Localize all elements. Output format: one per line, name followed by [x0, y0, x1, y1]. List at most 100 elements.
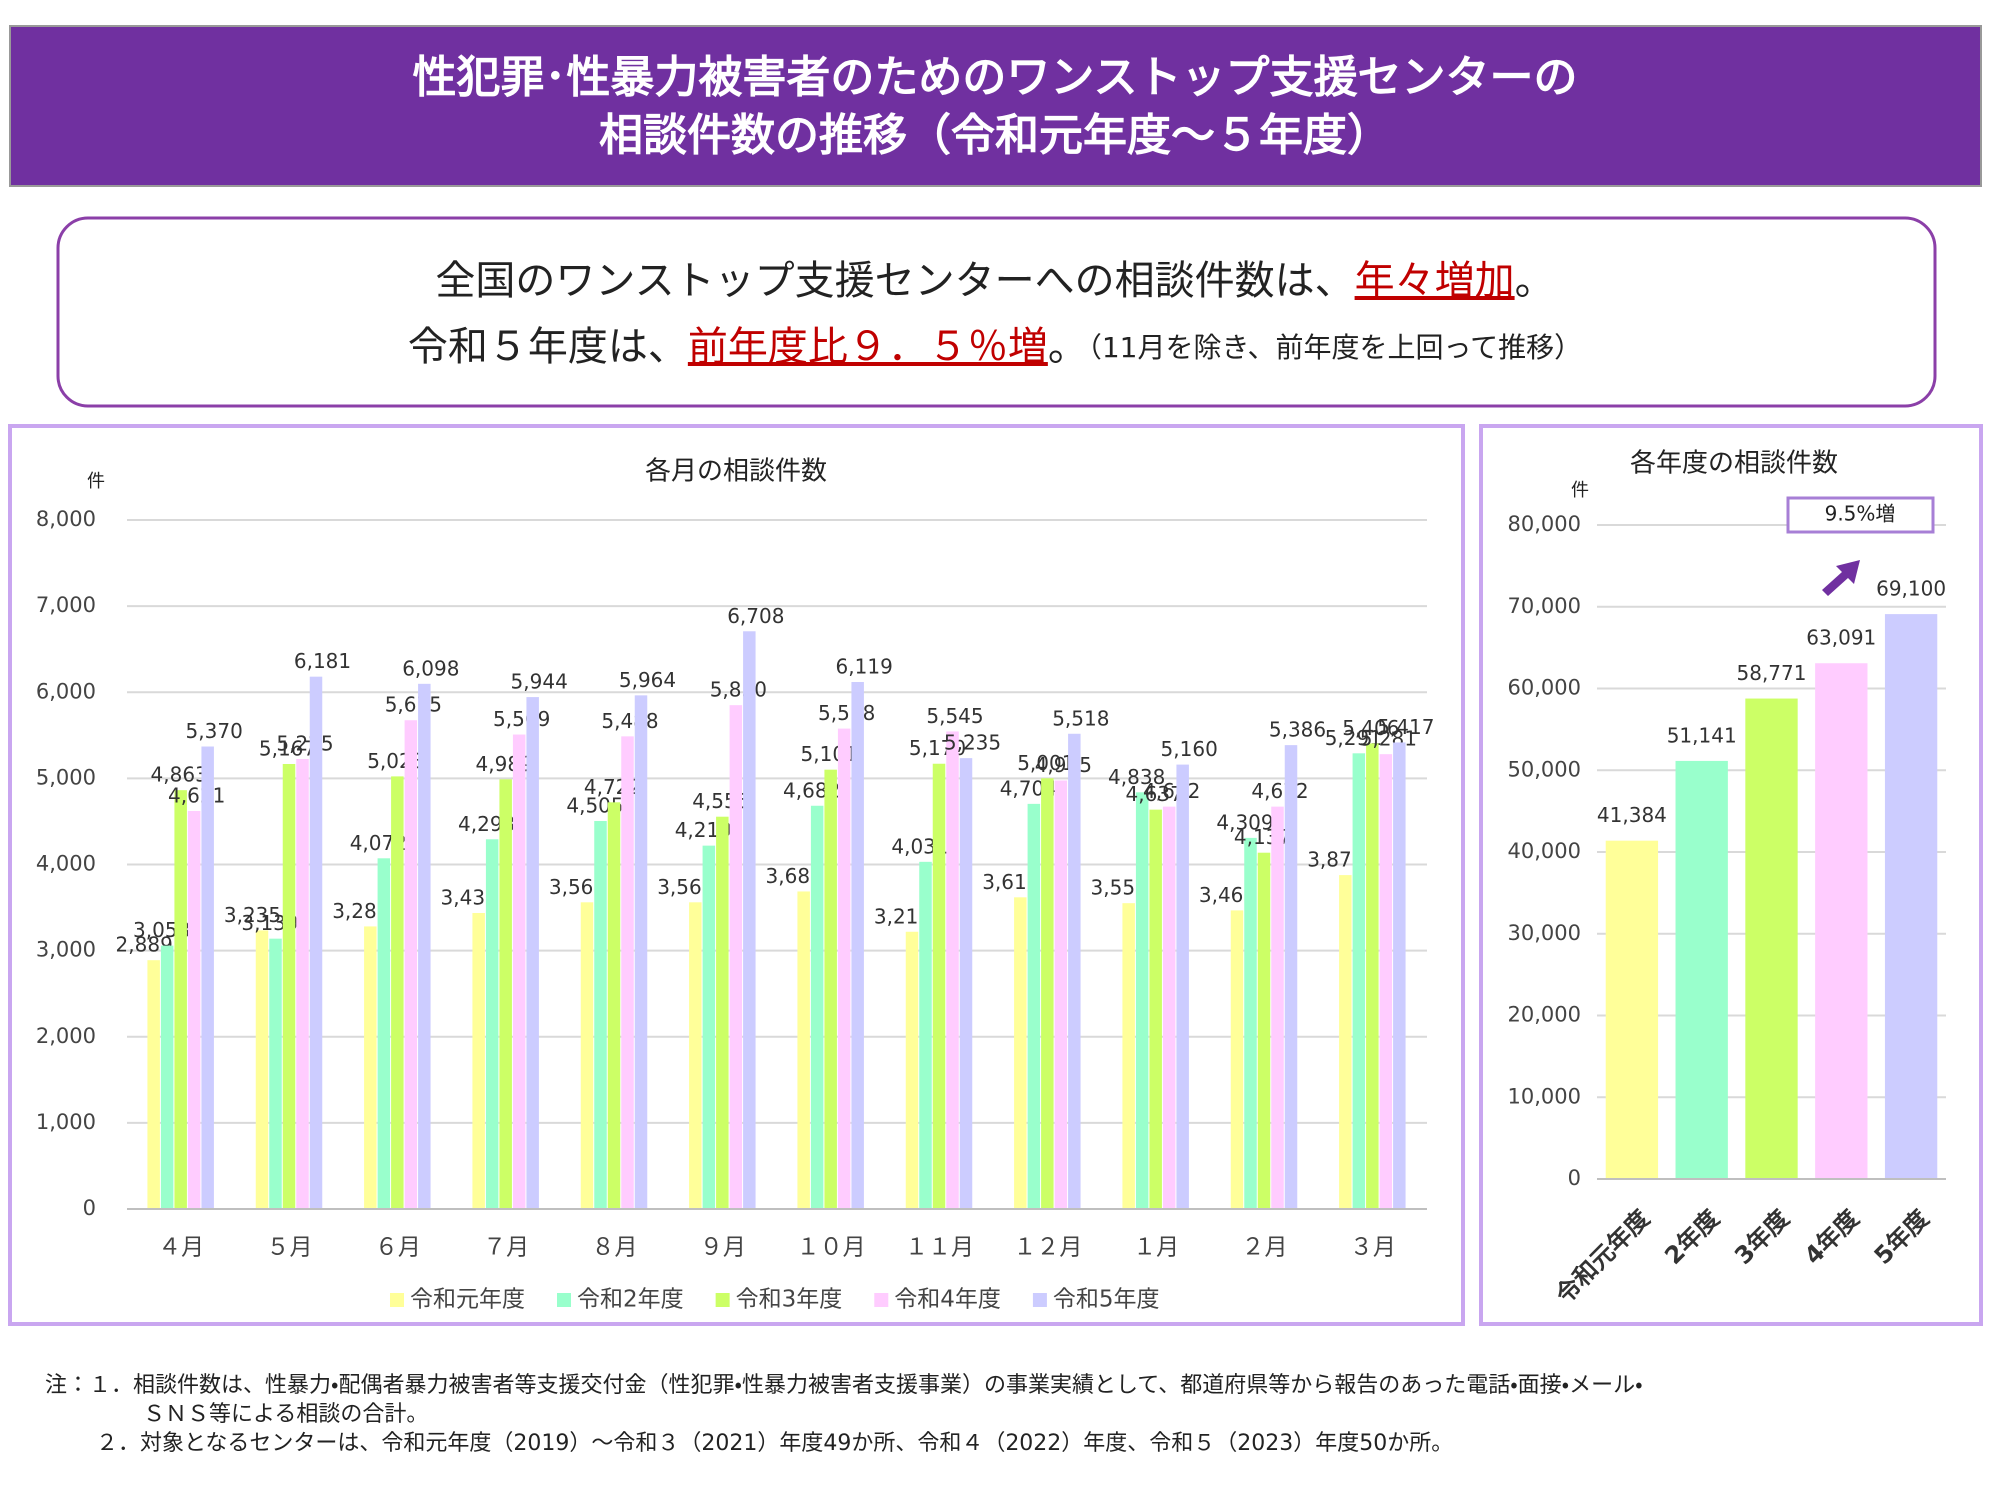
value-label: 5,370 [186, 719, 243, 743]
summary-box [56, 216, 1937, 408]
y-unit: 件 [1571, 480, 1589, 501]
bar [702, 845, 716, 1209]
bar [1162, 806, 1176, 1209]
bar [743, 631, 756, 1209]
bar [1815, 663, 1868, 1179]
annotation: 9.5%増 [1825, 502, 1896, 526]
bar [1352, 753, 1366, 1209]
value-label: 3,235 [224, 903, 281, 927]
legend-label: 令和2年度 [577, 1287, 684, 1313]
value-label: 5,850 [710, 678, 767, 702]
bar [1271, 806, 1284, 1209]
bar [187, 811, 201, 1209]
annotation-box [1786, 496, 1935, 534]
note: 注：１．相談件数は、性暴力・配偶者暴力被害者等支援交付金（性犯罪・性暴力被害者支… [45, 1373, 1643, 1398]
value-label: 4,621 [168, 784, 225, 808]
bar [1339, 875, 1352, 1209]
bar [634, 695, 648, 1209]
value-label: 6,098 [402, 656, 459, 680]
bar [580, 902, 594, 1209]
x-tick-label: ７月 [483, 1235, 529, 1261]
value-label: 41,384 [1597, 803, 1667, 827]
y-tick-label: 5,000 [36, 765, 96, 789]
bar [1393, 742, 1406, 1209]
bar [472, 912, 485, 1209]
value-label: 5,488 [601, 709, 658, 733]
bar [1230, 910, 1244, 1209]
bar [919, 861, 932, 1209]
value-label: 4,863 [151, 763, 208, 787]
bar [499, 779, 512, 1209]
bar [269, 938, 282, 1209]
x-tick-label: １２月 [1013, 1235, 1082, 1261]
bar [1745, 698, 1798, 1179]
legend-label: 令和5年度 [1053, 1287, 1160, 1313]
value-label: 5,406 [1342, 716, 1399, 740]
bar [174, 790, 187, 1209]
value-label: 4,975 [1035, 753, 1092, 777]
title-line: 相談件数の推移（令和元年度～５年度） [599, 110, 1391, 161]
chart-title: 各月の相談件数 [645, 457, 827, 487]
y-tick-label: 3,000 [36, 938, 96, 962]
legend-swatch [715, 1293, 730, 1307]
bar [1149, 809, 1162, 1209]
legend-swatch [1032, 1293, 1047, 1307]
value-label: 6,708 [727, 604, 784, 628]
bar [1884, 614, 1938, 1179]
bar [485, 839, 499, 1209]
summary-line: 令和５年度は、前年度比９．５％増。（11月を除き、前年度を上回って推移） [408, 324, 1582, 370]
bar [512, 734, 526, 1209]
bar [404, 720, 418, 1209]
x-tick-label: ９月 [700, 1235, 746, 1261]
y-tick-label: 6,000 [36, 679, 96, 703]
x-tick-label: １０月 [797, 1235, 866, 1261]
bar [594, 821, 607, 1209]
annotation-arrow [1822, 560, 1860, 596]
bar [1379, 754, 1393, 1209]
value-label: 58,771 [1737, 661, 1807, 685]
bar [946, 731, 959, 1209]
value-label: 4,309 [1216, 810, 1273, 834]
x-tick-label: ２月 [1242, 1235, 1288, 1261]
bar [282, 763, 296, 1209]
y-unit: 件 [87, 471, 105, 492]
value-label: 5,964 [619, 668, 676, 692]
value-label: 4,672 [1251, 779, 1308, 803]
bar [1675, 760, 1728, 1179]
bar [1257, 852, 1271, 1209]
y-tick-label: 60,000 [1508, 676, 1581, 700]
value-label: 5,417 [1377, 715, 1434, 739]
value-label: 51,141 [1667, 723, 1737, 747]
legend-swatch [874, 1293, 889, 1307]
bar [255, 930, 269, 1209]
bar [1244, 837, 1257, 1209]
bar [1366, 743, 1379, 1209]
bar [1014, 897, 1027, 1209]
value-label: 5,944 [511, 670, 568, 694]
x-tick-label: ６月 [375, 1235, 421, 1261]
bar [837, 728, 851, 1209]
legend-label: 令和3年度 [736, 1287, 843, 1313]
value-label: 4,838 [1108, 765, 1165, 789]
bar [729, 705, 743, 1209]
bar [309, 676, 323, 1209]
legend-swatch [390, 1293, 404, 1307]
summary-note: （11月を除き、前年度を上回って推移） [1088, 331, 1582, 364]
bar [1122, 903, 1135, 1209]
bar [621, 736, 634, 1209]
value-label: 5,167 [259, 736, 316, 760]
bar [391, 776, 404, 1209]
y-tick-label: 30,000 [1508, 921, 1581, 945]
bar [160, 945, 174, 1209]
x-tick-label: １１月 [905, 1235, 974, 1261]
y-tick-label: 10,000 [1508, 1084, 1581, 1108]
value-label: 5,386 [1269, 718, 1326, 742]
summary-text: 令和５年度は、 [408, 324, 688, 370]
value-label: 5,509 [493, 707, 550, 731]
value-label: 5,281 [1360, 727, 1417, 751]
summary-highlight: 前年度比９．５％増 [688, 324, 1048, 370]
legend-swatch [557, 1293, 571, 1307]
value-label: 5,675 [385, 693, 442, 717]
y-tick-label: 1,000 [36, 1110, 96, 1134]
title-banner [9, 25, 1982, 187]
